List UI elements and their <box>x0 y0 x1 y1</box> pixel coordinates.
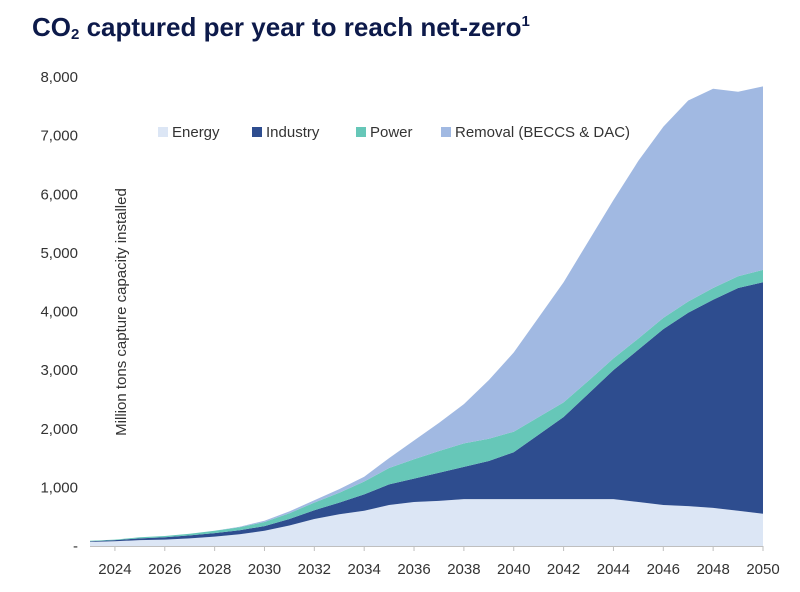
x-tick-label: 2024 <box>98 561 131 578</box>
chart-title: CO2 captured per year to reach net-zero1 <box>32 12 530 43</box>
x-tick-label: 2034 <box>347 561 380 578</box>
y-tick-label: 6,000 <box>40 186 78 203</box>
x-tick-label: 2030 <box>248 561 281 578</box>
x-tick-label: 2050 <box>746 561 779 578</box>
y-tick-label: 4,000 <box>40 304 78 321</box>
axes: - 1,000 2,000 3,000 4,000 5,000 6,000 7,000 8,00… <box>40 69 779 578</box>
x-tick-label: 2042 <box>547 561 580 578</box>
x-tick-label: 2048 <box>696 561 729 578</box>
legend-label: Energy <box>172 124 220 141</box>
y-tick-label: 3,000 <box>40 362 78 379</box>
y-tick-label: - <box>73 538 78 555</box>
y-axis-label: Million tons capture capacity installed <box>113 188 130 436</box>
y-tick-label: 1,000 <box>40 479 78 496</box>
series-areas <box>90 86 763 546</box>
x-tick-label: 2032 <box>298 561 331 578</box>
legend-swatch <box>252 127 262 137</box>
legend-label: Removal (BECCS & DAC) <box>455 124 630 141</box>
legend-label: Industry <box>266 124 320 141</box>
x-tick-label: 2044 <box>597 561 630 578</box>
legend-swatch <box>158 127 168 137</box>
x-tick-label: 2046 <box>647 561 680 578</box>
area-removal-beccs-dac <box>90 86 763 541</box>
x-tick-label: 2040 <box>497 561 530 578</box>
legend-label: Power <box>370 124 413 141</box>
y-tick-label: 8,000 <box>40 69 78 86</box>
y-tick-label: 2,000 <box>40 421 78 438</box>
x-tick-label: 2038 <box>447 561 480 578</box>
legend-swatch <box>356 127 366 137</box>
legend: Energy Industry Power Removal (BECCS & DAC) <box>158 124 630 141</box>
area-industry <box>90 282 763 542</box>
legend-swatch <box>441 127 451 137</box>
x-tick-label: 2036 <box>397 561 430 578</box>
y-tick-label: 7,000 <box>40 128 78 145</box>
x-tick-label: 2028 <box>198 561 231 578</box>
area-energy <box>90 499 763 546</box>
y-tick-label: 5,000 <box>40 245 78 262</box>
x-tick-label: 2026 <box>148 561 181 578</box>
